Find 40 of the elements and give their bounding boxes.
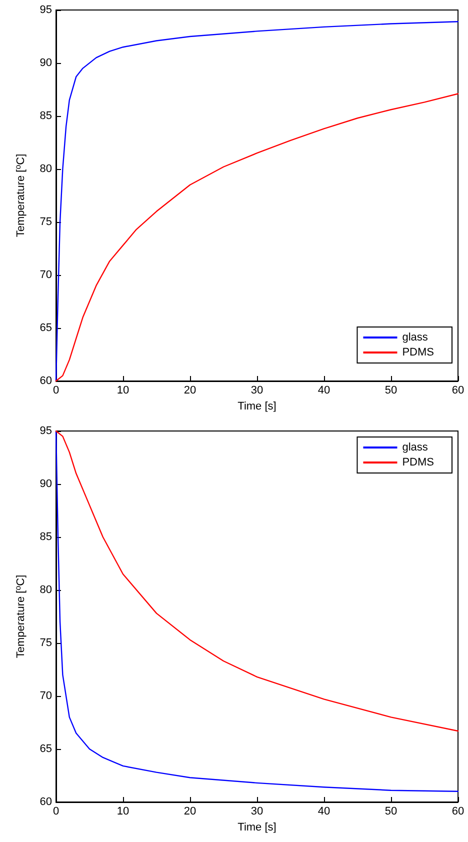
y-tick-label: 80 — [40, 163, 52, 175]
x-axis-title: Time [s] — [238, 822, 276, 834]
y-tick-label: 60 — [40, 796, 52, 808]
legend-label: PDMS — [402, 456, 434, 468]
x-tick-label: 40 — [318, 806, 330, 818]
y-axis-title: Temperature [oC] — [14, 574, 27, 658]
x-tick-label: 20 — [184, 806, 196, 818]
y-tick-label: 80 — [40, 584, 52, 596]
y-tick-label: 70 — [40, 690, 52, 702]
y-tick-label: 60 — [40, 375, 52, 387]
x-tick-label: 30 — [250, 384, 264, 396]
y-axis-title: Temperature [oC] — [14, 154, 27, 238]
line-series — [55, 430, 459, 792]
y-tick-label: 75 — [40, 637, 52, 649]
x-tick-label: 40 — [318, 384, 330, 396]
x-tick-label: 50 — [384, 806, 398, 818]
y-tick-label: 65 — [40, 743, 52, 755]
y-tick-label: 90 — [40, 57, 52, 69]
y-tick-label: 95 — [40, 4, 52, 16]
y-tick-label: 75 — [40, 216, 52, 228]
x-tick-label: 60 — [452, 806, 464, 818]
x-tick-label: 10 — [116, 384, 130, 396]
x-tick-label: 10 — [116, 806, 130, 818]
y-tick-label: 90 — [40, 478, 52, 490]
x-tick-label: 30 — [250, 806, 264, 818]
x-tick-label: 0 — [52, 384, 60, 396]
y-tick-label: 85 — [40, 110, 52, 122]
y-tick-label: 65 — [40, 322, 52, 334]
legend-label: glass — [402, 332, 428, 344]
y-tick-label: 85 — [40, 531, 52, 543]
x-tick-label: 50 — [384, 384, 398, 396]
x-axis-title: Time [s] — [238, 400, 276, 412]
x-tick-label: 20 — [184, 384, 196, 396]
legend-label: glass — [402, 442, 428, 454]
x-tick-label: 0 — [52, 806, 60, 818]
y-tick-label: 95 — [40, 425, 52, 437]
legend-label: PDMS — [402, 346, 434, 358]
y-tick-label: 70 — [40, 269, 52, 281]
line-series — [55, 430, 459, 732]
x-tick-label: 60 — [452, 384, 464, 396]
